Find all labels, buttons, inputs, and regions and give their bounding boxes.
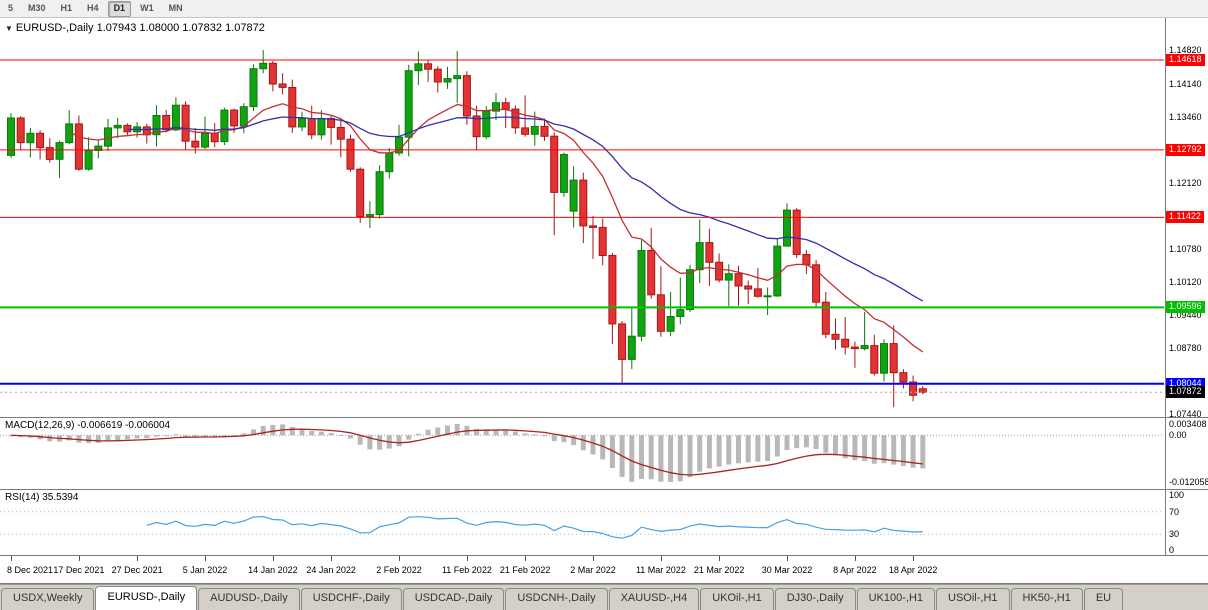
macd-axis-label: 0.003408	[1169, 419, 1207, 429]
price-level-badge: 1.09596	[1166, 301, 1205, 314]
time-axis-tick	[272, 556, 274, 561]
chart-quote-line: 1.07943 1.08000 1.07832 1.07872	[96, 22, 265, 34]
time-axis-tick	[78, 556, 80, 561]
timeframe-button-M30[interactable]: M30	[28, 2, 46, 13]
timeframe-button-H4[interactable]: H4	[87, 2, 99, 13]
timeframe-button-5[interactable]: 5	[8, 2, 14, 13]
time-axis-tick	[854, 556, 856, 561]
timeframe-toolbar: 5 M30 H1 H4 D1 W1 MN	[0, 0, 1208, 18]
price-axis-label: 1.09440	[1169, 310, 1202, 320]
price-axis-label: 1.12120	[1169, 178, 1202, 188]
chart-menu-icon[interactable]: ▼	[5, 24, 13, 33]
time-axis-label: 14 Jan 2022	[248, 565, 298, 575]
price-axis[interactable]: 1.14820 1.14140 1.13460 1.12120 1.10780 1.101…	[1165, 18, 1208, 417]
chart-title: ▼ EURUSD-,Daily 1.07943 1.08000 1.07832 1…	[5, 22, 265, 34]
candlestick-chart[interactable]	[0, 18, 1164, 418]
macd-axis-label: 0.00	[1169, 430, 1187, 441]
price-level-badge: 1.11422	[1166, 211, 1204, 224]
macd-axis-label: -0.012058	[1169, 477, 1208, 487]
chart-tab-eu[interactable]: EU	[1083, 588, 1124, 610]
time-axis-tick	[660, 556, 662, 561]
price-chart-panel[interactable]: ▼ EURUSD-,Daily 1.07943 1.08000 1.07832 1…	[0, 18, 1208, 418]
price-level-badge: 1.14618	[1166, 54, 1205, 66]
price-axis-label: 1.10120	[1169, 276, 1202, 287]
rsi-axis-label: 30	[1169, 529, 1180, 540]
time-axis-tick	[205, 556, 206, 561]
time-axis-label: 18 Apr 2022	[888, 565, 938, 575]
macd-label: MACD(12,26,9) -0.006619 -0.006004	[5, 420, 171, 431]
chart-tab-uk100-h1[interactable]: UK100-,H1	[856, 588, 936, 610]
time-axis-label: 17 Dec 2021	[53, 565, 105, 575]
price-axis-label: 1.14140	[1169, 78, 1202, 89]
time-axis-label: 8 Dec 2021	[6, 565, 54, 575]
time-axis-tick	[399, 556, 400, 561]
chart-tab-xauusd-h4[interactable]: XAUUSD-,H4	[608, 588, 700, 610]
time-axis-label: 30 Mar 2022	[761, 565, 813, 575]
time-axis-tick	[913, 556, 915, 561]
price-axis-label: 1.14820	[1169, 45, 1202, 55]
chart-tab-eurusd-daily[interactable]: EURUSD-,Daily	[95, 586, 198, 610]
time-axis-label: 5 Jan 2022	[182, 565, 228, 575]
time-axis-tick	[137, 556, 139, 561]
rsi-label: RSI(14) 35.5394	[5, 492, 79, 503]
time-axis-tick	[719, 556, 721, 561]
chart-tab-usdchf-daily[interactable]: USDCHF-,Daily	[300, 588, 402, 610]
price-axis-label: 1.07440	[1169, 408, 1202, 418]
time-axis-tick	[787, 556, 788, 561]
time-axis-label: 11 Feb 2022	[441, 565, 492, 575]
chart-tab-audusd-daily[interactable]: AUDUSD-,Daily	[198, 588, 300, 610]
time-axis-tick	[466, 556, 468, 561]
time-axis-label: 11 Mar 2022	[635, 565, 686, 575]
time-axis-label: 27 Dec 2021	[111, 565, 163, 575]
time-axis-tick	[11, 556, 12, 561]
timeframe-button-D1[interactable]: D1	[107, 0, 132, 17]
rsi-axis-label: 70	[1169, 506, 1180, 517]
macd-panel[interactable]: MACD(12,26,9) -0.006619 -0.006004 0.0034…	[0, 418, 1208, 490]
chart-tab-bar: USDX,Weekly EURUSD-,Daily AUDUSD-,Daily USD…	[0, 584, 1208, 610]
price-level-badge: 1.12792	[1166, 143, 1205, 156]
chart-tab-usdcad-daily[interactable]: USDCAD-,Daily	[402, 588, 505, 610]
timeframe-button-W1[interactable]: W1	[140, 2, 154, 13]
time-axis-label: 8 Apr 2022	[833, 565, 877, 575]
macd-chart[interactable]	[0, 418, 1164, 490]
time-axis-tick	[331, 556, 333, 561]
time-axis-tick	[593, 556, 594, 561]
rsi-axis-label: 0	[1169, 545, 1175, 555]
timeframe-button-H1[interactable]: H1	[60, 2, 73, 13]
time-axis[interactable]: 8 Dec 2021 17 Dec 2021 27 Dec 2021 5 Jan 20…	[0, 556, 1208, 584]
time-axis-label: 2 Mar 2022	[570, 565, 616, 575]
rsi-axis-label: 100	[1169, 490, 1185, 500]
rsi-panel[interactable]: RSI(14) 35.5394 100 70 30 0	[0, 490, 1208, 556]
rsi-chart[interactable]	[0, 490, 1164, 556]
current-price-badge: 1.07872	[1166, 386, 1205, 399]
chart-tab-dj30-daily[interactable]: DJ30-,Daily	[774, 588, 856, 610]
time-axis-tick	[525, 556, 527, 561]
timeframe-button-MN[interactable]: MN	[168, 2, 183, 13]
rsi-axis[interactable]: 100 70 30 0	[1165, 490, 1208, 555]
chart-tab-usdx-weekly[interactable]: USDX,Weekly	[1, 588, 95, 610]
price-axis-label: 1.13460	[1169, 112, 1202, 122]
time-axis-label: 21 Mar 2022	[693, 565, 745, 575]
time-axis-label: 21 Feb 2022	[499, 565, 551, 575]
macd-axis[interactable]: 0.003408 0.00 -0.012058	[1165, 418, 1208, 489]
chart-tab-ukoil-h1[interactable]: UKOil-,H1	[700, 588, 774, 610]
time-axis-label: 2 Feb 2022	[376, 565, 422, 575]
price-axis-label: 1.08780	[1169, 342, 1202, 353]
price-axis-label: 1.10780	[1169, 244, 1202, 254]
chart-tab-usdcnh-daily[interactable]: USDCNH-,Daily	[505, 588, 608, 610]
chart-tab-hk50-h1[interactable]: HK50-,H1	[1010, 588, 1083, 610]
chart-tab-usoil-h1[interactable]: USOil-,H1	[936, 588, 1010, 610]
chart-symbol-label: EURUSD-,Daily	[15, 22, 94, 34]
time-axis-label: 24 Jan 2022	[306, 565, 356, 575]
